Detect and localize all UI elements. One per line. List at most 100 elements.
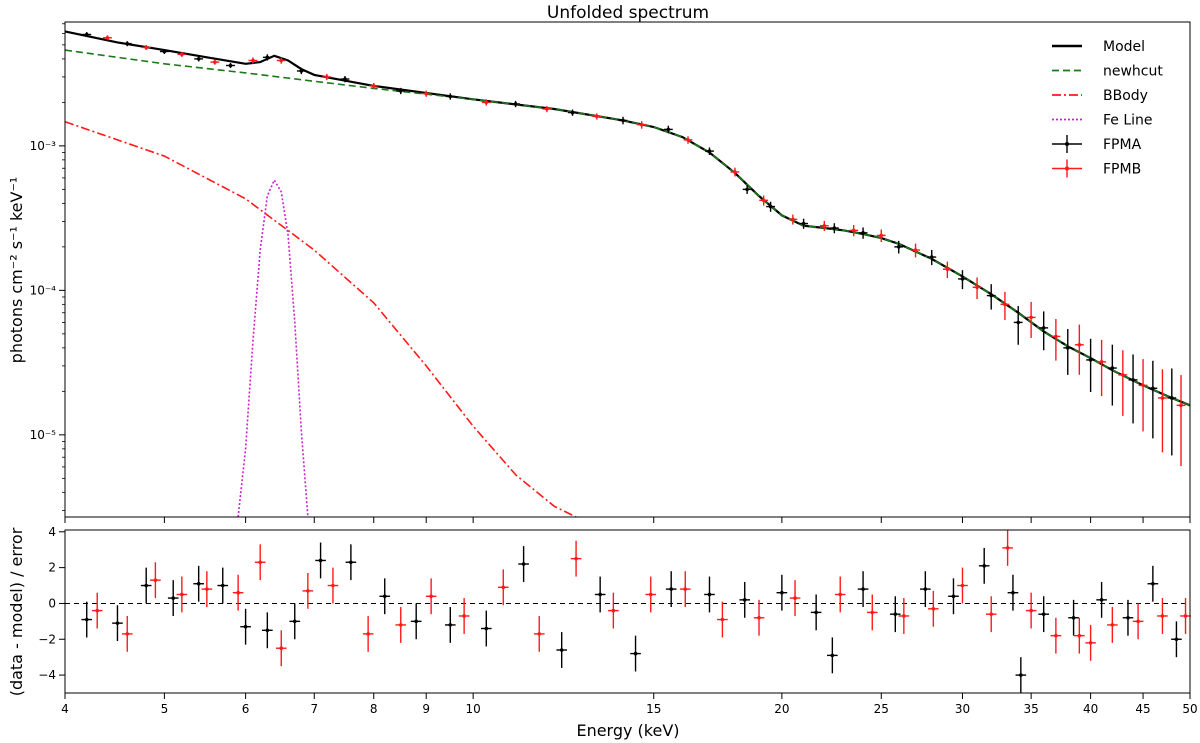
fpmb-residual [834,576,846,613]
chart-title: Unfolded spectrum [547,3,709,23]
fpma-residual [1171,621,1182,658]
fpma-residual [1068,599,1079,636]
fpma-residual [594,576,606,613]
legend-entry-newhcut: newhcut [1052,64,1163,80]
residuals-y-tick-label: 2 [48,561,56,575]
fpmb-point [788,214,798,225]
fpma-point [1148,360,1158,439]
fpma-point [511,100,521,108]
fpma-point [927,249,937,266]
fpmb-residual [1132,603,1144,640]
legend-label: FPMA [1103,137,1142,153]
x-tick-label: 50 [1182,702,1197,716]
fpma-residual [810,594,822,631]
x-tick-label: 8 [370,702,378,716]
fpmb-point [141,44,151,51]
fpmb-point [592,113,602,120]
spectrum-y-tick-label: 10⁻⁵ [30,428,57,442]
fpma-point [1167,368,1177,456]
legend-entry-fpma: FPMA [1052,135,1142,153]
fpma-residual [193,565,204,602]
fpma-point [1039,311,1049,351]
fpmb-point [683,136,693,144]
fpmb-residual [1107,607,1118,643]
fpmb-point [1074,324,1084,375]
fpma-point [226,63,235,69]
fpma-residual [379,578,391,615]
fpmb-residual [150,562,161,599]
x-tick-label: 7 [310,702,318,716]
fpmb-point [421,90,431,97]
fpmb-point [1118,350,1128,416]
fpma-residual [978,547,990,584]
x-tick-label: 30 [955,702,970,716]
x-tick-label: 10 [465,702,480,716]
residual-data-points [65,530,1191,693]
fpmb-residual [789,580,801,616]
fpma-residual [1096,581,1107,618]
fpmb-residual [1180,598,1191,634]
spectrum-y-tick-label: 10⁻³ [30,139,57,153]
fpma-residual [167,580,179,616]
fpmb-point [637,121,647,129]
fpma-residual [81,601,93,638]
fpma-point [618,116,628,125]
fpmb-point [542,105,552,113]
fpma-residual [112,605,123,642]
fpmb-residual [1025,592,1037,629]
residuals-y-tick-label: −4 [38,668,56,682]
fpmb-residual [302,572,314,609]
residuals-y-axis-label: (data - model) / error [7,527,26,696]
residuals-y-tick-label: 4 [48,525,56,539]
fpmb-residual [176,576,188,613]
fpmb-residual [570,540,582,577]
fpma-residual [889,596,901,633]
residuals-panel: 420−2−4 4 5 6 7 8 9 10 15 20 25 30 35 40 45 50 Energy … [7,525,1198,740]
fpmb-residual [957,567,968,604]
fe-line-line [237,178,309,518]
fpma-residual [262,612,273,649]
fpmb-residual [1074,617,1085,654]
fpmb-point [819,220,829,231]
x-tick-label: 9 [422,702,430,716]
fpmb-residual [458,598,470,634]
fpmb-point [210,59,220,65]
fpma-residual [920,571,931,608]
fpmb-residual [533,615,545,652]
fpmb-point [481,99,491,106]
legend-label: FPMB [1103,162,1141,178]
spectrum-panel: 10⁻⁵ 10⁻⁴ 10⁻³ photons cm⁻² s⁻¹ keV⁻¹ Mode… [7,21,1191,523]
fpma-residual [345,544,357,581]
fpmb-point [322,73,332,81]
fpmb-point [369,82,379,90]
fpmb-residual [645,576,657,613]
fpma-residual [480,610,492,647]
fpma-point [568,109,577,116]
fpmb-point [1138,359,1148,432]
residuals-x-ticks: 4 5 6 7 8 9 10 15 20 25 30 35 40 45 50 [61,693,1198,716]
fpmb-point [103,35,112,41]
spectrum-x-ticks [64,517,1191,523]
fpma-point [1063,329,1073,375]
fpmb-point [730,167,740,177]
fpma-point [742,185,752,194]
fpmb-residual [232,574,244,611]
fpma-residual [776,574,788,611]
x-tick-label: 4 [61,702,69,716]
fpmb-point [248,57,258,64]
legend-entry-bbody: BBody [1052,88,1148,104]
fpmb-residual [898,598,910,634]
fpma-residual [704,576,715,613]
fpma-point [1013,305,1023,345]
fpma-point [958,270,967,290]
fpmb-residual [275,630,287,667]
fpma-point [766,201,776,212]
x-tick-label: 6 [242,702,250,716]
fpma-residual [315,542,326,579]
fpmb-point [1051,318,1061,361]
fpmb-point [911,243,920,258]
fpmb-residual [753,599,765,636]
fpma-point [1107,344,1117,406]
legend-label: BBody [1103,88,1148,104]
fpma-residual [630,635,641,672]
